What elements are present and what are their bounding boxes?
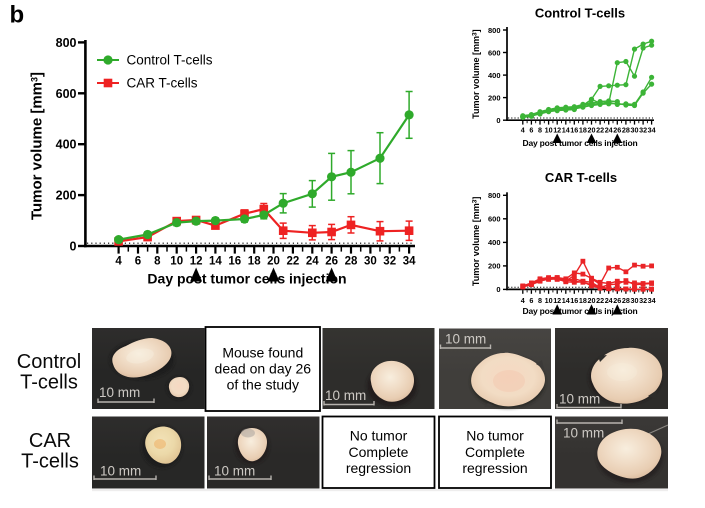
svg-text:10 mm: 10 mm <box>325 388 366 403</box>
svg-text:4: 4 <box>115 256 122 268</box>
svg-text:Tumor volume [mm3]: Tumor volume [mm3] <box>471 29 481 118</box>
svg-text:26: 26 <box>325 256 338 268</box>
svg-text:12: 12 <box>553 296 561 305</box>
svg-text:No tumor: No tumor <box>350 428 408 444</box>
svg-text:regression: regression <box>346 460 411 476</box>
svg-text:10 mm: 10 mm <box>559 392 600 407</box>
svg-text:10 mm: 10 mm <box>445 332 486 347</box>
svg-text:16: 16 <box>570 126 578 135</box>
svg-text:24: 24 <box>605 126 613 135</box>
svg-text:12: 12 <box>553 126 561 135</box>
svg-text:b: b <box>10 2 25 29</box>
svg-text:dead on day 26: dead on day 26 <box>215 361 312 377</box>
svg-text:Control T-cells: Control T-cells <box>127 53 213 68</box>
svg-text:400: 400 <box>488 238 501 247</box>
svg-text:12: 12 <box>190 256 203 268</box>
svg-text:22: 22 <box>596 296 604 305</box>
svg-text:18: 18 <box>579 296 587 305</box>
svg-text:26: 26 <box>613 296 621 305</box>
svg-text:800: 800 <box>488 191 501 200</box>
svg-text:20: 20 <box>588 296 596 305</box>
svg-text:Mouse found: Mouse found <box>222 344 303 360</box>
svg-text:CAR T-cells: CAR T-cells <box>545 170 617 185</box>
svg-text:Day post tumor cells injection: Day post tumor cells injection <box>523 138 638 148</box>
svg-text:regression: regression <box>462 460 527 476</box>
svg-text:4: 4 <box>521 126 525 135</box>
svg-text:Tumor volume [mm3]: Tumor volume [mm3] <box>29 72 46 220</box>
svg-text:10: 10 <box>545 126 553 135</box>
svg-text:18: 18 <box>248 256 261 268</box>
svg-text:10 mm: 10 mm <box>99 385 140 400</box>
svg-text:14: 14 <box>209 256 222 268</box>
svg-text:Control T-cells: Control T-cells <box>535 6 625 21</box>
svg-text:10: 10 <box>170 256 183 268</box>
svg-text:0: 0 <box>70 240 77 254</box>
svg-text:34: 34 <box>403 256 416 268</box>
svg-text:6: 6 <box>135 256 141 268</box>
svg-text:10 mm: 10 mm <box>214 464 255 479</box>
svg-text:18: 18 <box>579 126 587 135</box>
svg-text:10: 10 <box>545 296 553 305</box>
svg-text:Complete: Complete <box>349 444 409 460</box>
svg-text:22: 22 <box>287 256 300 268</box>
svg-text:32: 32 <box>639 126 647 135</box>
svg-text:16: 16 <box>570 296 578 305</box>
svg-text:200: 200 <box>56 189 77 203</box>
svg-text:24: 24 <box>605 296 613 305</box>
svg-text:14: 14 <box>562 126 570 135</box>
svg-text:Day post tumor cells injection: Day post tumor cells injection <box>523 306 638 316</box>
svg-text:0: 0 <box>496 285 500 294</box>
svg-text:20: 20 <box>267 256 280 268</box>
svg-text:CAR: CAR <box>29 430 71 452</box>
svg-text:T-cells: T-cells <box>21 451 79 473</box>
svg-text:32: 32 <box>383 256 396 268</box>
svg-text:0: 0 <box>496 116 500 125</box>
svg-text:24: 24 <box>306 256 319 268</box>
svg-text:600: 600 <box>56 87 77 101</box>
svg-text:8: 8 <box>538 126 542 135</box>
svg-text:No tumor: No tumor <box>466 428 524 444</box>
svg-text:30: 30 <box>364 256 377 268</box>
svg-text:34: 34 <box>648 126 656 135</box>
svg-text:T-cells: T-cells <box>20 372 78 394</box>
svg-text:28: 28 <box>345 256 358 268</box>
svg-text:20: 20 <box>588 126 596 135</box>
svg-text:8: 8 <box>538 296 542 305</box>
svg-text:200: 200 <box>488 262 501 271</box>
svg-text:600: 600 <box>488 48 501 57</box>
svg-text:800: 800 <box>56 36 77 50</box>
svg-text:4: 4 <box>521 296 525 305</box>
svg-text:CAR T-cells: CAR T-cells <box>127 76 198 91</box>
svg-text:10 mm: 10 mm <box>100 464 141 479</box>
svg-text:14: 14 <box>562 296 570 305</box>
svg-text:6: 6 <box>529 296 533 305</box>
svg-text:of the study: of the study <box>227 377 299 393</box>
svg-text:Tumor volume [mm3]: Tumor volume [mm3] <box>471 197 481 286</box>
svg-text:26: 26 <box>613 126 621 135</box>
svg-text:6: 6 <box>529 126 533 135</box>
svg-text:200: 200 <box>488 93 501 102</box>
svg-text:600: 600 <box>488 215 501 224</box>
svg-text:30: 30 <box>631 126 639 135</box>
svg-text:22: 22 <box>596 126 604 135</box>
svg-text:30: 30 <box>631 296 639 305</box>
svg-text:32: 32 <box>639 296 647 305</box>
svg-text:Day post tumor cells injection: Day post tumor cells injection <box>147 271 346 287</box>
svg-text:28: 28 <box>622 296 630 305</box>
svg-text:400: 400 <box>56 138 77 152</box>
svg-text:8: 8 <box>154 256 161 268</box>
svg-text:34: 34 <box>648 296 656 305</box>
svg-text:28: 28 <box>622 126 630 135</box>
svg-text:16: 16 <box>228 256 241 268</box>
svg-text:800: 800 <box>488 26 501 35</box>
svg-text:Complete: Complete <box>465 444 525 460</box>
svg-text:Control: Control <box>17 351 81 373</box>
svg-text:10 mm: 10 mm <box>563 426 604 441</box>
svg-text:400: 400 <box>488 71 501 80</box>
